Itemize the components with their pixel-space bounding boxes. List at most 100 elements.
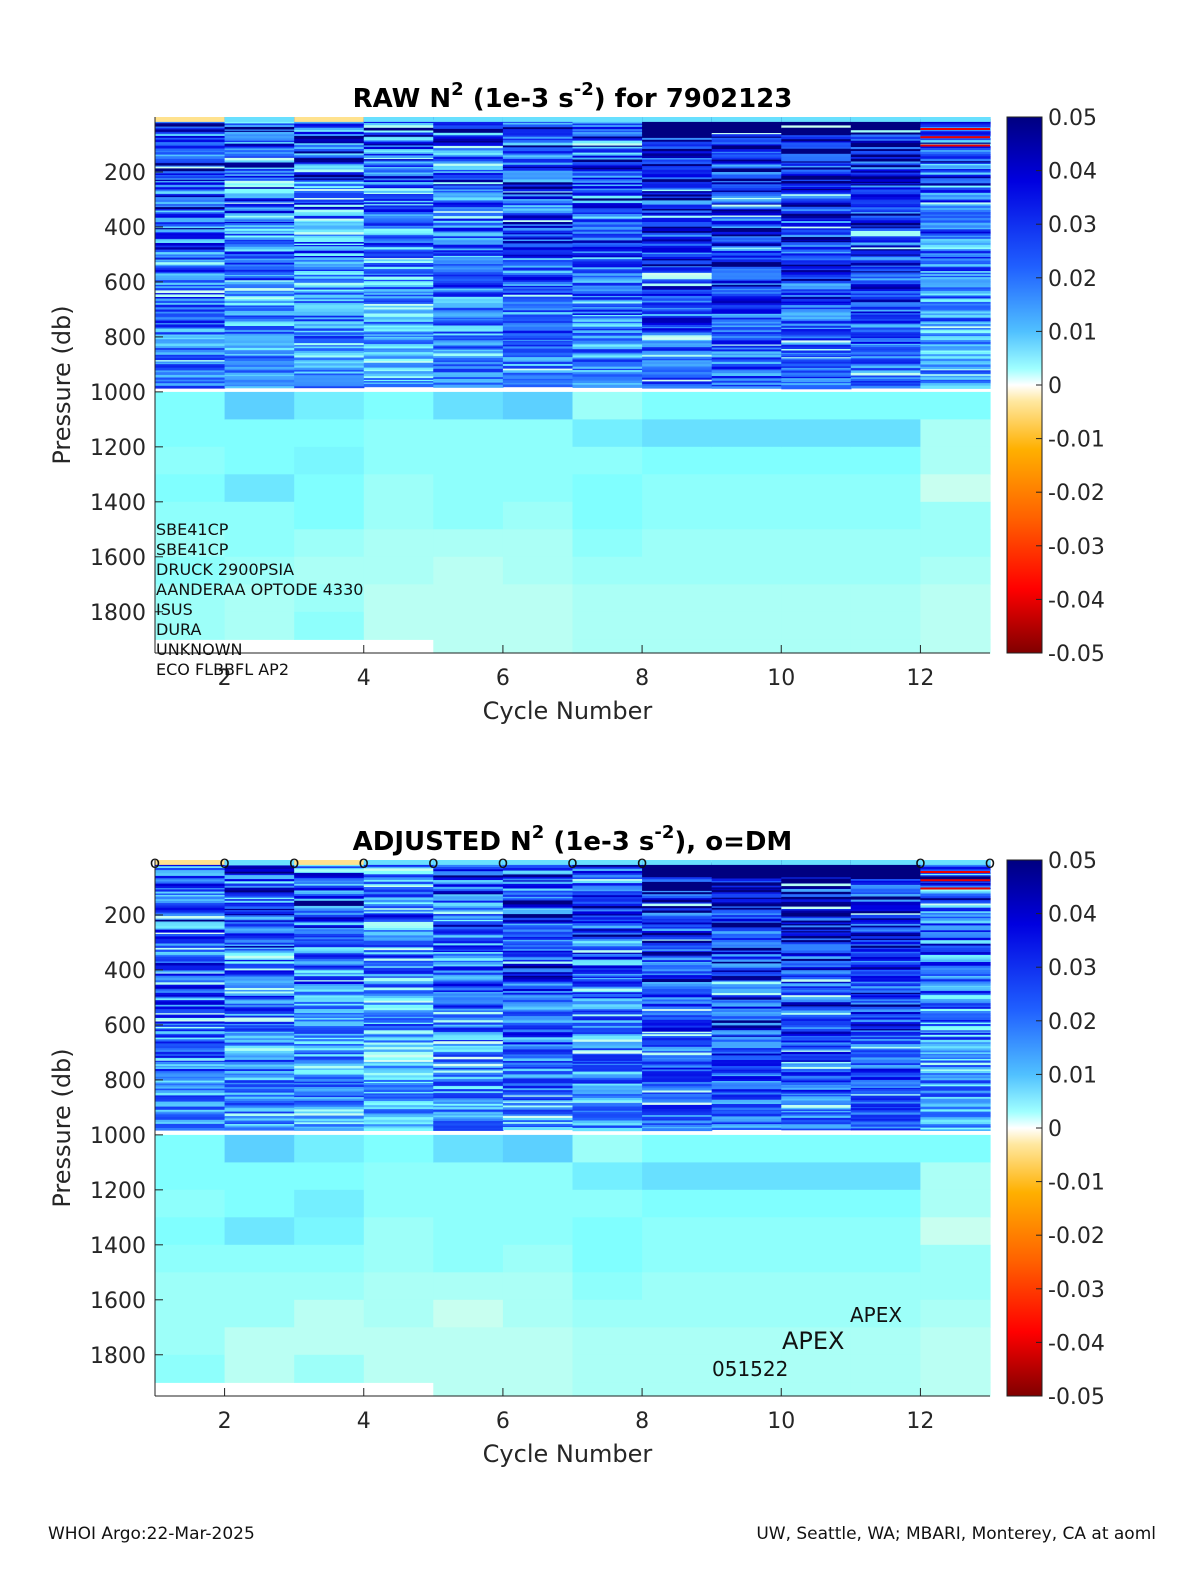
heatmap-cell bbox=[363, 192, 434, 195]
heatmap-cell bbox=[363, 895, 434, 898]
heatmap-cell bbox=[781, 1126, 852, 1130]
heatmap-cell bbox=[642, 1046, 713, 1050]
heatmap-cell bbox=[363, 1044, 434, 1048]
heatmap-cell bbox=[433, 150, 504, 154]
heatmap-cell bbox=[850, 944, 921, 947]
heatmap-cell bbox=[572, 300, 643, 303]
heatmap-cell bbox=[224, 1003, 295, 1005]
heatmap-cell bbox=[711, 198, 782, 200]
heatmap-cell bbox=[850, 175, 921, 178]
heatmap-cell bbox=[850, 196, 921, 201]
heatmap-cell bbox=[294, 278, 365, 281]
heatmap-cell bbox=[155, 968, 226, 972]
heatmap-cell bbox=[433, 1074, 504, 1078]
heatmap-cell bbox=[155, 273, 226, 277]
heatmap-cell bbox=[572, 214, 643, 218]
heatmap-cell bbox=[711, 126, 782, 129]
heatmap-cell bbox=[781, 352, 852, 355]
heatmap-cell bbox=[294, 386, 365, 389]
heatmap-cell bbox=[363, 1113, 434, 1115]
heatmap-cell bbox=[433, 231, 504, 234]
heatmap-cell bbox=[502, 192, 574, 195]
heatmap-cell bbox=[502, 124, 574, 128]
heatmap-cell bbox=[781, 1072, 852, 1075]
heatmap-cell bbox=[294, 1083, 365, 1086]
heatmap-cell bbox=[294, 155, 365, 158]
heatmap-cell bbox=[502, 529, 574, 558]
heatmap-cell bbox=[572, 195, 643, 199]
heatmap-cell bbox=[920, 1127, 991, 1130]
heatmap-cell bbox=[920, 1111, 991, 1115]
heatmap-cell bbox=[572, 299, 643, 302]
heatmap-cell bbox=[920, 1129, 991, 1131]
heatmap-cell bbox=[711, 234, 782, 237]
heatmap-cell bbox=[781, 891, 852, 895]
heatmap-cell bbox=[502, 281, 574, 285]
heatmap-cell bbox=[294, 1117, 365, 1120]
heatmap-cell bbox=[294, 225, 365, 229]
heatmap-cell bbox=[850, 363, 921, 367]
heatmap-cell bbox=[363, 957, 434, 960]
heatmap-cell bbox=[155, 331, 226, 333]
heatmap-cell bbox=[920, 1042, 991, 1045]
heatmap-cell bbox=[155, 1087, 226, 1090]
heatmap-cell bbox=[850, 157, 921, 160]
heatmap-cell bbox=[502, 298, 574, 302]
heatmap-cell bbox=[850, 329, 921, 333]
heatmap-cell bbox=[642, 341, 713, 344]
heatmap-cell bbox=[781, 287, 852, 290]
heatmap-cell bbox=[920, 356, 991, 360]
heatmap-cell bbox=[502, 1077, 574, 1079]
heatmap-cell bbox=[711, 1057, 782, 1061]
heatmap-cell bbox=[224, 254, 295, 257]
heatmap-cell bbox=[155, 332, 226, 336]
heatmap-cell bbox=[224, 199, 295, 202]
heatmap-cell bbox=[155, 1021, 226, 1025]
chart-title-part: RAW N bbox=[353, 84, 451, 114]
heatmap-cell bbox=[363, 1095, 434, 1098]
heatmap-cell bbox=[294, 346, 365, 349]
heatmap-cell bbox=[572, 979, 643, 983]
heatmap-cell bbox=[224, 170, 295, 174]
heatmap-cell bbox=[433, 1005, 504, 1008]
heatmap-cell bbox=[433, 312, 504, 315]
heatmap-cell bbox=[572, 167, 643, 170]
heatmap-cell bbox=[711, 1082, 782, 1086]
heatmap-cell bbox=[224, 1118, 295, 1122]
heatmap-cell bbox=[155, 945, 226, 949]
heatmap-cell bbox=[850, 879, 921, 882]
heatmap-cell bbox=[224, 313, 295, 317]
heatmap-cell bbox=[224, 1069, 295, 1072]
heatmap-cell bbox=[363, 289, 434, 292]
heatmap-cell bbox=[572, 275, 643, 278]
heatmap-cell bbox=[572, 1189, 643, 1218]
heatmap-cell bbox=[850, 1054, 921, 1056]
heatmap-cell bbox=[155, 998, 226, 1001]
heatmap-cell bbox=[781, 977, 852, 980]
heatmap-cell bbox=[920, 446, 991, 475]
heatmap-cell bbox=[363, 367, 434, 371]
heatmap-cell bbox=[642, 155, 713, 159]
heatmap-cell bbox=[433, 214, 504, 217]
heatmap-cell bbox=[572, 251, 643, 254]
heatmap-cell bbox=[224, 1026, 295, 1029]
heatmap-cell bbox=[224, 932, 295, 935]
heatmap-cell bbox=[433, 970, 504, 974]
heatmap-cell bbox=[363, 221, 434, 224]
heatmap-cell bbox=[711, 192, 782, 195]
heatmap-cell bbox=[433, 873, 504, 876]
heatmap-cell bbox=[155, 142, 226, 146]
heatmap-cell bbox=[502, 1058, 574, 1062]
heatmap-cell bbox=[781, 123, 852, 126]
heatmap-cell bbox=[433, 201, 504, 204]
heatmap-cell bbox=[642, 1090, 713, 1094]
heatmap-cell bbox=[850, 293, 921, 296]
heatmap-cell bbox=[502, 330, 574, 334]
heatmap-cell bbox=[850, 1017, 921, 1021]
heatmap-cell bbox=[433, 884, 504, 888]
heatmap-cell bbox=[224, 329, 295, 333]
heatmap-cell bbox=[572, 899, 643, 903]
heatmap-cell bbox=[433, 216, 504, 220]
heatmap-cell bbox=[294, 261, 365, 265]
heatmap-cell bbox=[920, 1104, 991, 1108]
